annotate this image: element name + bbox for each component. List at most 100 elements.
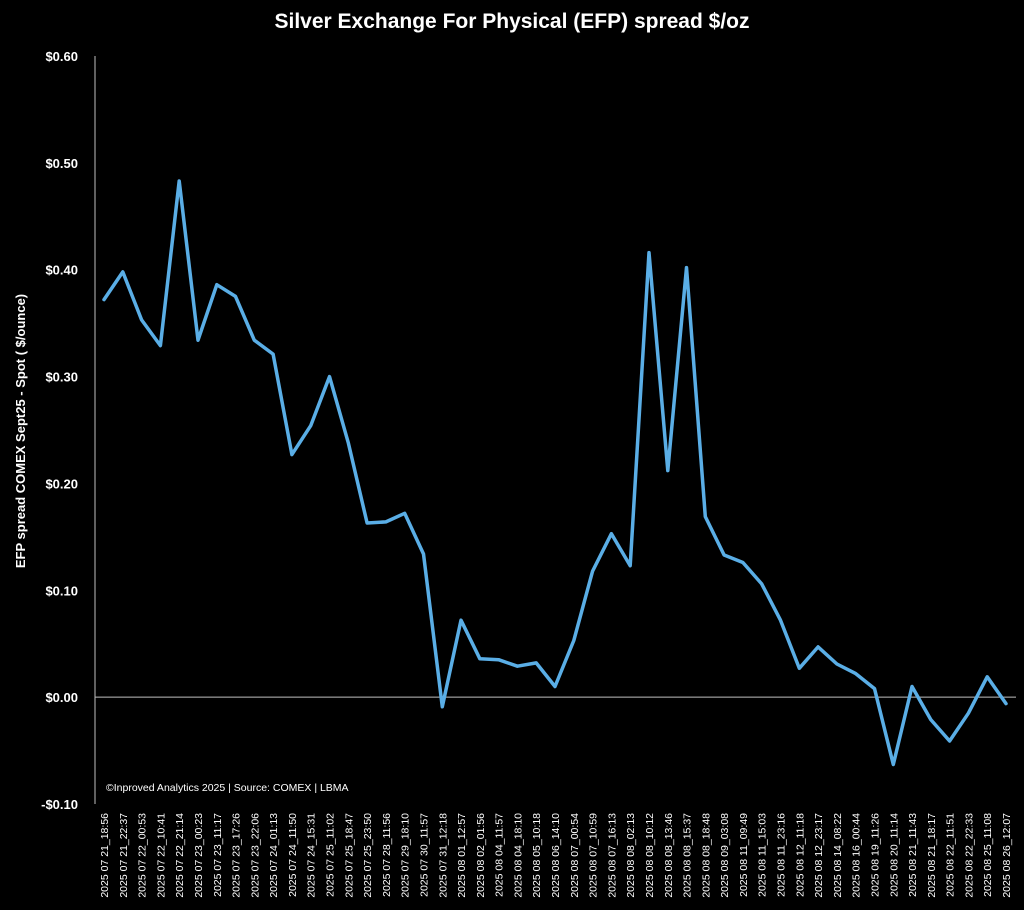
x-tick-label: 2025 07 23_22:06 — [249, 813, 261, 898]
x-tick-label: 2025 07 23_11:17 — [212, 813, 224, 897]
x-tick-label: 2025 07 24_11:50 — [287, 813, 299, 897]
data-point — [591, 569, 594, 573]
x-tick-label: 2025 07 22_21:14 — [174, 813, 186, 898]
y-tick-label: $0.30 — [45, 370, 78, 385]
data-point — [347, 441, 350, 445]
data-point — [535, 661, 538, 665]
x-tick-label: 2025 08 07_16:13 — [606, 813, 618, 898]
x-tick-label: 2025 08 08_15:37 — [682, 813, 694, 898]
x-tick-label: 2025 08 01_12:57 — [456, 813, 468, 898]
data-point — [628, 564, 632, 567]
source-annotation: ©Inproved Analytics 2025 | Source: COMEX… — [106, 782, 349, 794]
data-point — [290, 453, 294, 456]
data-points — [102, 179, 1008, 766]
data-point — [459, 619, 463, 622]
y-tick-label: -$0.10 — [41, 797, 78, 812]
data-point — [948, 739, 951, 743]
x-tick-label: 2025 07 22_10:41 — [155, 813, 167, 898]
y-tick-label: $0.10 — [45, 583, 78, 598]
data-point — [685, 266, 688, 269]
data-point — [798, 667, 801, 670]
data-point — [140, 318, 143, 322]
data-point — [929, 718, 933, 721]
x-tick-label: 2025 08 11_23:16 — [776, 813, 788, 897]
data-point — [722, 553, 726, 557]
x-tick-label: 2025 08 11_15:03 — [757, 813, 769, 897]
x-tick-label: 2025 08 06_14:10 — [550, 813, 562, 898]
x-tick-label: 2025 08 04_11:57 — [494, 813, 506, 897]
x-tick-label: 2025 07 21_22:37 — [118, 813, 130, 898]
x-tick-label: 2025 08 22_11:51 — [945, 813, 957, 897]
y-tick-label: $0.50 — [45, 156, 78, 171]
x-tick-label: 2025 08 11_09:49 — [738, 813, 750, 897]
y-axis-label: EFP spread COMEX Sept25 - Spot ( $/ounce… — [13, 294, 28, 568]
x-tick-label: 2025 08 12_11:18 — [794, 813, 806, 897]
data-point — [422, 552, 425, 556]
x-tick-label: 2025 08 21_11:43 — [907, 813, 919, 897]
data-point — [610, 532, 613, 535]
x-tick-label: 2025 07 24_15:31 — [306, 813, 318, 898]
data-point — [384, 520, 388, 524]
data-point — [121, 270, 124, 274]
data-point — [553, 685, 557, 688]
x-tick-label: 2025 08 08_10:12 — [644, 813, 656, 898]
x-tick-label: 2025 07 31_12:18 — [437, 813, 449, 898]
x-tick-label: 2025 07 23_17:26 — [231, 813, 243, 898]
data-point — [647, 251, 651, 254]
y-tick-label: $0.20 — [45, 476, 78, 491]
x-tick-label: 2025 07 25_18:47 — [343, 813, 355, 898]
x-tick-labels: 2025 07 21_18:56 2025 07 21_22:37 2025 07 … — [99, 813, 1013, 898]
data-point — [271, 352, 275, 356]
x-tick-label: 2025 07 22_00:53 — [137, 813, 149, 898]
x-tick-label: 2025 07 25_23:50 — [362, 813, 374, 898]
data-point — [760, 582, 763, 586]
data-point — [159, 344, 162, 347]
x-tick-label: 2025 08 20_11:14 — [888, 813, 900, 897]
x-tick-label: 2025 07 29_18:10 — [400, 813, 412, 898]
data-point — [967, 711, 970, 715]
data-point — [572, 639, 575, 642]
x-tick-label: 2025 08 07_00:54 — [569, 813, 581, 898]
data-point — [816, 645, 820, 649]
data-point — [102, 298, 106, 301]
x-tick-label: 2025 08 05_10:18 — [531, 813, 543, 898]
x-tick-label: 2025 08 09_03:08 — [719, 813, 731, 898]
x-tick-label: 2025 08 19_11:26 — [870, 813, 882, 897]
x-tick-label: 2025 07 21_18:56 — [99, 813, 111, 898]
x-tick-label: 2025 08 08_13:46 — [663, 813, 675, 898]
data-point — [177, 179, 181, 183]
x-tick-label: 2025 08 07_10:59 — [588, 813, 600, 898]
x-tick-label: 2025 08 26_12:07 — [1001, 813, 1013, 898]
x-tick-label: 2025 08 08_18:48 — [700, 813, 712, 898]
data-point — [328, 375, 331, 378]
x-tick-label: 2025 07 25_11:02 — [325, 813, 337, 897]
chart-title: Silver Exchange For Physical (EFP) sprea… — [274, 10, 749, 33]
x-tick-label: 2025 07 28_11:56 — [381, 813, 393, 897]
x-tick-label: 2025 08 02_01:56 — [475, 813, 487, 898]
x-tick-label: 2025 08 14_08:22 — [832, 813, 844, 898]
data-point — [403, 512, 406, 515]
data-point — [497, 658, 500, 661]
x-tick-label: 2025 08 25_11:08 — [982, 813, 994, 897]
x-tick-label: 2025 08 12_23:17 — [813, 813, 825, 898]
x-tick-label: 2025 08 16_00:44 — [851, 813, 863, 898]
x-tick-label: 2025 08 22_22:33 — [963, 813, 975, 898]
data-point — [779, 619, 782, 622]
data-point — [441, 705, 444, 708]
data-point — [854, 672, 857, 675]
data-point — [253, 339, 256, 342]
x-tick-label: 2025 08 21_18:17 — [926, 813, 938, 898]
y-tick-label: $0.40 — [45, 263, 78, 278]
y-tick-labels: $0.60 $0.50 $0.40 $0.30 $0.20 $0.10 $0.00 -$0.1… — [41, 49, 78, 812]
y-tick-label: $0.00 — [45, 690, 78, 705]
x-tick-label: 2025 07 24_01:13 — [268, 813, 280, 898]
data-point — [910, 685, 914, 688]
data-point — [215, 283, 218, 286]
x-tick-label: 2025 08 04_18:10 — [512, 813, 524, 898]
data-point — [365, 521, 369, 525]
data-point — [835, 662, 839, 666]
data-point — [704, 515, 707, 518]
data-point — [516, 664, 519, 668]
